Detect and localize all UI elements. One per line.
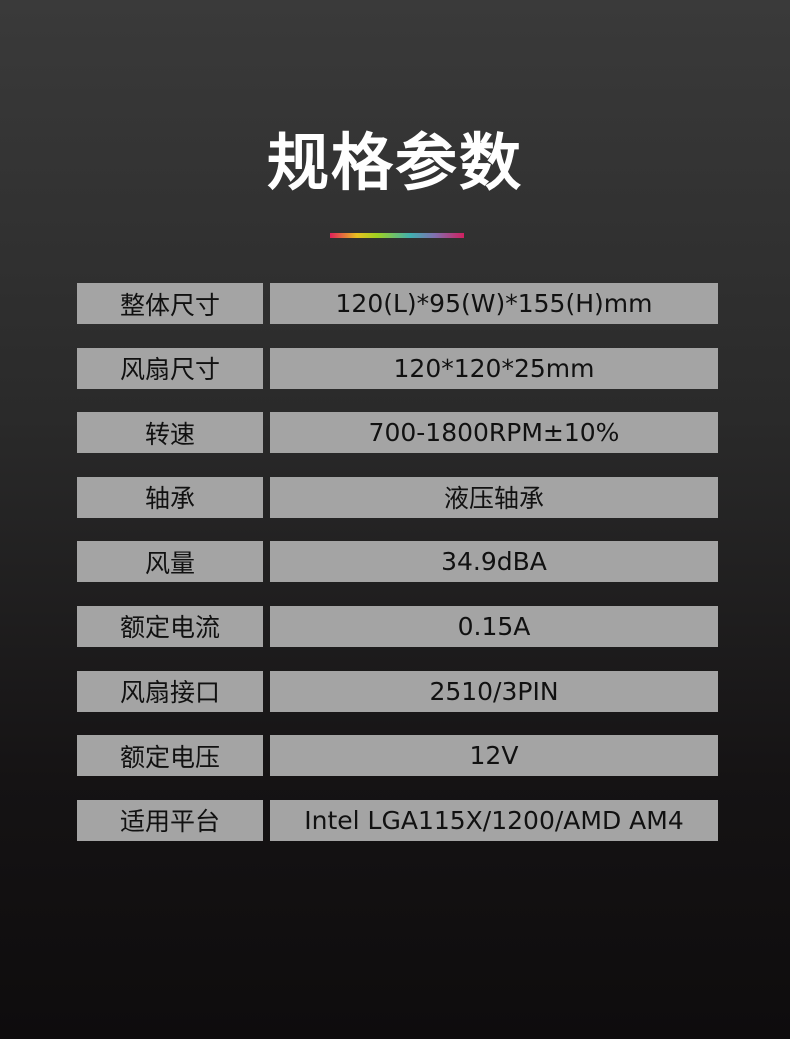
spec-label: 风扇接口: [77, 670, 263, 712]
spec-row: 风量 34.9dBA: [77, 541, 718, 583]
spec-value: 120(L)*95(W)*155(H)mm: [270, 283, 718, 324]
rainbow-divider: [330, 233, 464, 238]
spec-value: 12V: [270, 735, 718, 777]
spec-row: 转速 700-1800RPM±10%: [77, 412, 718, 454]
spec-label: 风量: [77, 541, 263, 583]
spec-row: 适用平台 Intel LGA115X/1200/AMD AM4: [77, 799, 718, 841]
spec-label: 整体尺寸: [77, 283, 263, 324]
spec-value: 120*120*25mm: [270, 347, 718, 389]
spec-label: 转速: [77, 412, 263, 454]
spec-value: 34.9dBA: [270, 541, 718, 583]
spec-value: Intel LGA115X/1200/AMD AM4: [270, 799, 718, 841]
page-title: 规格参数: [266, 126, 523, 199]
spec-row: 额定电流 0.15A: [77, 605, 718, 647]
spec-label: 适用平台: [77, 799, 263, 841]
spec-row: 额定电压 12V: [77, 735, 718, 777]
spec-label: 额定电流: [77, 605, 263, 647]
spec-label: 轴承: [77, 476, 263, 518]
spec-value: 2510/3PIN: [270, 670, 718, 712]
spec-value: 0.15A: [270, 605, 718, 647]
spec-row: 轴承 液压轴承: [77, 476, 718, 518]
spec-row: 风扇接口 2510/3PIN: [77, 670, 718, 712]
spec-value: 液压轴承: [270, 476, 718, 518]
spec-row: 风扇尺寸 120*120*25mm: [77, 347, 718, 389]
spec-table: 整体尺寸 120(L)*95(W)*155(H)mm 风扇尺寸 120*120*25…: [77, 283, 718, 864]
spec-label: 额定电压: [77, 735, 263, 777]
spec-value: 700-1800RPM±10%: [270, 412, 718, 454]
spec-label: 风扇尺寸: [77, 347, 263, 389]
spec-row: 整体尺寸 120(L)*95(W)*155(H)mm: [77, 283, 718, 324]
